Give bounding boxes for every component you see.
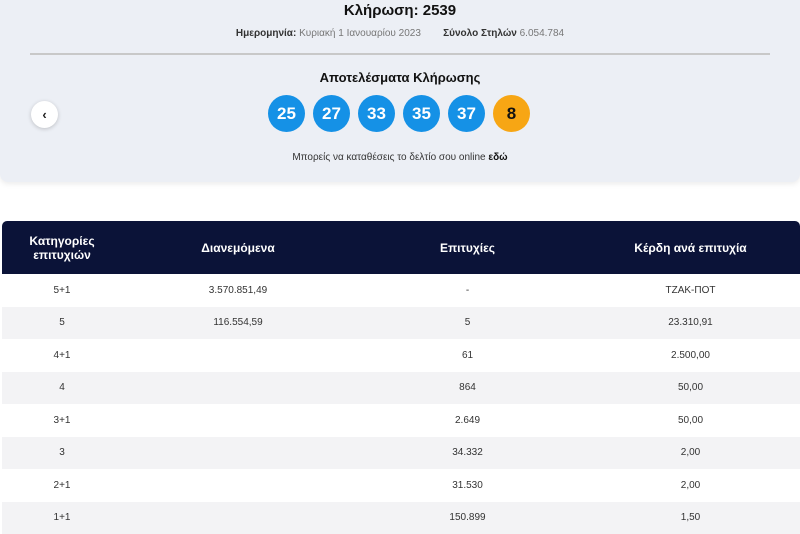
winners-cell: 34.332 bbox=[354, 437, 581, 470]
number-ball: 25 bbox=[268, 95, 305, 132]
date-value: Κυριακή 1 Ιανουαρίου 2023 bbox=[299, 28, 421, 39]
prize-cell: ΤΖΑΚ-ΠΟΤ bbox=[581, 274, 800, 307]
divider bbox=[30, 53, 770, 55]
header-categories: Κατηγορίες επιτυχιών bbox=[2, 221, 122, 274]
prize-table: Κατηγορίες επιτυχιών Διανεμόμενα Επιτυχί… bbox=[2, 221, 800, 534]
distributed-cell bbox=[122, 372, 354, 405]
distributed-cell bbox=[122, 469, 354, 502]
distributed-cell: 3.570.851,49 bbox=[122, 274, 354, 307]
header-distributed: Διανεμόμενα bbox=[122, 221, 354, 274]
distributed-cell bbox=[122, 339, 354, 372]
category-cell: 3 bbox=[2, 437, 122, 470]
distributed-cell bbox=[122, 404, 354, 437]
distributed-cell bbox=[122, 437, 354, 470]
distributed-cell bbox=[122, 502, 354, 534]
prize-cell: 2.500,00 bbox=[581, 339, 800, 372]
prize-cell: 50,00 bbox=[581, 404, 800, 437]
prize-cell: 23.310,91 bbox=[581, 307, 800, 340]
winners-cell: 864 bbox=[354, 372, 581, 405]
chevron-left-icon: ‹ bbox=[42, 107, 46, 122]
prize-cell: 2,00 bbox=[581, 469, 800, 502]
winners-cell: 2.649 bbox=[354, 404, 581, 437]
distributed-cell: 116.554,59 bbox=[122, 307, 354, 340]
winners-cell: 150.899 bbox=[354, 502, 581, 534]
previous-draw-button[interactable]: ‹ bbox=[31, 101, 58, 128]
winning-numbers: 25 27 33 35 37 8 bbox=[268, 95, 530, 132]
prize-cell: 1,50 bbox=[581, 502, 800, 534]
category-cell: 5+1 bbox=[2, 274, 122, 307]
category-cell: 3+1 bbox=[2, 404, 122, 437]
category-cell: 4+1 bbox=[2, 339, 122, 372]
draw-meta: Ημερομηνία: Κυριακή 1 Ιανουαρίου 2023 Σύ… bbox=[0, 28, 800, 39]
draw-header-panel: Κλήρωση: 2539 Ημερομηνία: Κυριακή 1 Ιανο… bbox=[0, 0, 800, 182]
category-cell: 2+1 bbox=[2, 469, 122, 502]
category-cell: 4 bbox=[2, 372, 122, 405]
online-text-label: Μπορείς να καταθέσεις το δελτίο σου onli… bbox=[292, 152, 485, 163]
date-label: Ημερομηνία: bbox=[236, 28, 296, 39]
winners-cell: - bbox=[354, 274, 581, 307]
number-ball: 33 bbox=[358, 95, 395, 132]
number-ball: 27 bbox=[313, 95, 350, 132]
prize-cell: 2,00 bbox=[581, 437, 800, 470]
columns-value: 6.054.784 bbox=[520, 28, 565, 39]
winners-cell: 61 bbox=[354, 339, 581, 372]
number-ball: 37 bbox=[448, 95, 485, 132]
draw-title: Κλήρωση: 2539 bbox=[0, 2, 800, 19]
online-text: Μπορείς να καταθέσεις το δελτίο σου onli… bbox=[0, 152, 800, 163]
table-header: Κατηγορίες επιτυχιών Διανεμόμενα Επιτυχί… bbox=[2, 221, 800, 274]
online-link[interactable]: εδώ bbox=[488, 152, 507, 163]
results-title: Αποτελέσματα Κλήρωσης bbox=[0, 70, 800, 85]
joker-ball: 8 bbox=[493, 95, 530, 132]
header-winners: Επιτυχίες bbox=[354, 221, 581, 274]
prize-cell: 50,00 bbox=[581, 372, 800, 405]
category-cell: 5 bbox=[2, 307, 122, 340]
number-ball: 35 bbox=[403, 95, 440, 132]
winners-cell: 31.530 bbox=[354, 469, 581, 502]
columns-label: Σύνολο Στηλών bbox=[443, 28, 517, 39]
category-cell: 1+1 bbox=[2, 502, 122, 534]
winners-cell: 5 bbox=[354, 307, 581, 340]
header-prize: Κέρδη ανά επιτυχία bbox=[581, 221, 800, 274]
